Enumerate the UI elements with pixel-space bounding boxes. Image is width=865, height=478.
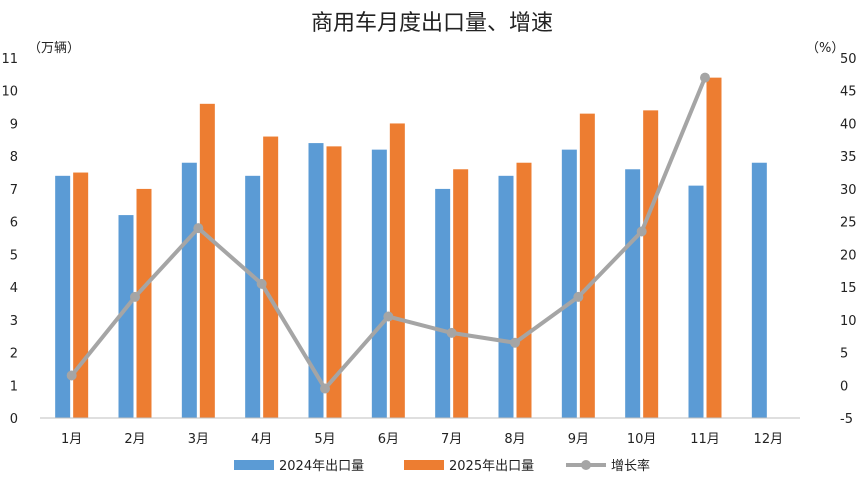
- bar-2025年出口量-1月: [73, 172, 89, 418]
- growth-point: [446, 327, 457, 338]
- category-label: 12月: [754, 432, 784, 447]
- growth-point: [130, 291, 140, 302]
- category-label: 7月: [441, 432, 462, 447]
- growth-point: [636, 226, 647, 237]
- left-tick-label: 10: [1, 85, 18, 100]
- bar-2024年出口量-10月: [625, 169, 641, 418]
- category-label: 5月: [314, 432, 335, 447]
- right-tick-label: 25: [840, 216, 857, 231]
- left-tick-label: 0: [10, 412, 18, 427]
- left-tick-label: 2: [10, 347, 18, 362]
- right-tick-label: 45: [840, 85, 857, 100]
- category-label: 10月: [627, 432, 657, 447]
- right-tick-label: 30: [840, 183, 857, 198]
- bar-2024年出口量-1月: [55, 175, 71, 418]
- growth-point: [573, 291, 584, 302]
- category-label: 3月: [188, 432, 209, 447]
- left-tick-label: 6: [10, 216, 18, 231]
- right-axis-unit: （%）: [806, 41, 844, 56]
- left-tick-label: 11: [1, 52, 18, 67]
- left-tick-label: 3: [10, 314, 18, 329]
- bar-2025年出口量-6月: [389, 123, 405, 419]
- right-tick-label: 50: [840, 52, 857, 67]
- legend-marker: [581, 460, 591, 470]
- bar-2024年出口量-5月: [308, 143, 324, 418]
- category-labels: 1月 2月 3月 4月 5月 6月 7月 8月 9月 10月 11月 12月: [61, 432, 783, 447]
- legend-swatch: [404, 460, 444, 470]
- left-tick-label: 8: [10, 150, 18, 165]
- left-tick-label: 1: [10, 379, 18, 394]
- right-tick-label: 35: [840, 150, 857, 165]
- bar-2025年出口量-8月: [516, 162, 532, 418]
- chart-title: 商用车月度出口量、增速: [311, 11, 553, 36]
- growth-point: [510, 337, 520, 348]
- right-axis-ticks: -5 0 5 10 15 20 25 30 35 40 45 50: [840, 52, 857, 427]
- bar-2025年出口量-4月: [263, 136, 279, 418]
- legend-swatch: [234, 460, 274, 470]
- bar-2024年出口量-8月: [498, 175, 514, 418]
- right-tick-label: 0: [840, 379, 848, 394]
- bar-2025年出口量-10月: [643, 110, 659, 418]
- legend-label: 2025年出口量: [449, 459, 534, 474]
- category-label: 6月: [378, 432, 399, 447]
- growth-point: [193, 223, 204, 234]
- bar-2024年出口量-4月: [245, 175, 261, 418]
- bar-2025年出口量-11月: [706, 77, 722, 419]
- category-label: 4月: [251, 432, 272, 447]
- left-tick-label: 4: [10, 281, 18, 296]
- right-tick-label: 5: [840, 347, 848, 362]
- right-tick-label: -5: [840, 412, 853, 427]
- right-tick-label: 10: [840, 314, 857, 329]
- left-tick-label: 9: [10, 117, 18, 132]
- bar-2024年出口量-6月: [371, 149, 387, 419]
- bar-2024年出口量-9月: [561, 149, 577, 419]
- growth-line: [70, 76, 707, 391]
- bar-2024年出口量-3月: [181, 162, 197, 418]
- bar-2024年出口量-12月: [751, 162, 767, 418]
- right-tick-label: 40: [840, 117, 857, 132]
- left-tick-label: 5: [10, 248, 18, 263]
- bar-2025年出口量-5月: [326, 146, 342, 418]
- category-label: 1月: [61, 432, 82, 447]
- growth-line-layer: [66, 72, 710, 394]
- growth-point: [383, 311, 394, 322]
- bar-2024年出口量-7月: [435, 188, 451, 418]
- growth-point: [256, 278, 267, 289]
- category-label: 11月: [690, 432, 720, 447]
- bar-2025年出口量-3月: [199, 103, 215, 419]
- left-tick-label: 7: [10, 183, 18, 198]
- left-axis-ticks: 0 1 2 3 4 5 6 7 8 9 10 11: [1, 52, 18, 427]
- bars-layer: [55, 77, 767, 419]
- right-tick-label: 15: [840, 281, 857, 296]
- category-label: 9月: [568, 432, 589, 447]
- growth-point: [320, 383, 330, 394]
- bar-2025年出口量-2月: [136, 188, 152, 418]
- legend-label: 2024年出口量: [279, 459, 364, 474]
- category-label: 2月: [124, 432, 145, 447]
- bar-2025年出口量-7月: [453, 169, 469, 418]
- bar-2024年出口量-2月: [118, 215, 134, 418]
- growth-point: [700, 72, 710, 83]
- legend-label: 增长率: [611, 458, 650, 474]
- bar-2025年出口量-9月: [579, 113, 595, 419]
- left-axis-unit: （万辆）: [28, 41, 80, 56]
- legend: 2024年出口量 2025年出口量 增长率: [234, 458, 650, 474]
- bar-2024年出口量-11月: [688, 185, 704, 418]
- right-tick-label: 20: [840, 248, 857, 263]
- category-label: 8月: [504, 432, 525, 447]
- growth-point: [66, 370, 77, 381]
